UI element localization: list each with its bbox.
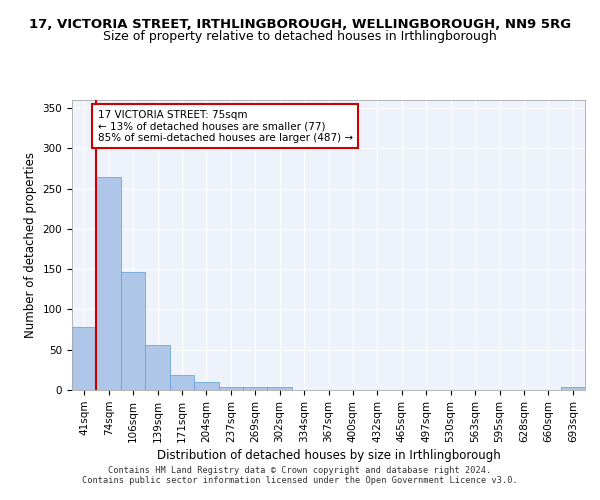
Text: 17, VICTORIA STREET, IRTHLINGBOROUGH, WELLINGBOROUGH, NN9 5RG: 17, VICTORIA STREET, IRTHLINGBOROUGH, WE…	[29, 18, 571, 30]
Bar	[243, 387, 268, 390]
Bar	[194, 382, 218, 390]
Bar	[218, 387, 243, 390]
Text: 17 VICTORIA STREET: 75sqm
← 13% of detached houses are smaller (77)
85% of semi-: 17 VICTORIA STREET: 75sqm ← 13% of detac…	[98, 110, 353, 143]
Bar	[121, 272, 145, 390]
Bar	[145, 345, 170, 390]
Bar	[170, 374, 194, 390]
Bar	[97, 176, 121, 390]
Text: Contains HM Land Registry data © Crown copyright and database right 2024.
Contai: Contains HM Land Registry data © Crown c…	[82, 466, 518, 485]
Text: Size of property relative to detached houses in Irthlingborough: Size of property relative to detached ho…	[103, 30, 497, 43]
Bar	[268, 387, 292, 390]
Bar	[72, 327, 97, 390]
Bar	[560, 387, 585, 390]
X-axis label: Distribution of detached houses by size in Irthlingborough: Distribution of detached houses by size …	[157, 449, 500, 462]
Y-axis label: Number of detached properties: Number of detached properties	[24, 152, 37, 338]
